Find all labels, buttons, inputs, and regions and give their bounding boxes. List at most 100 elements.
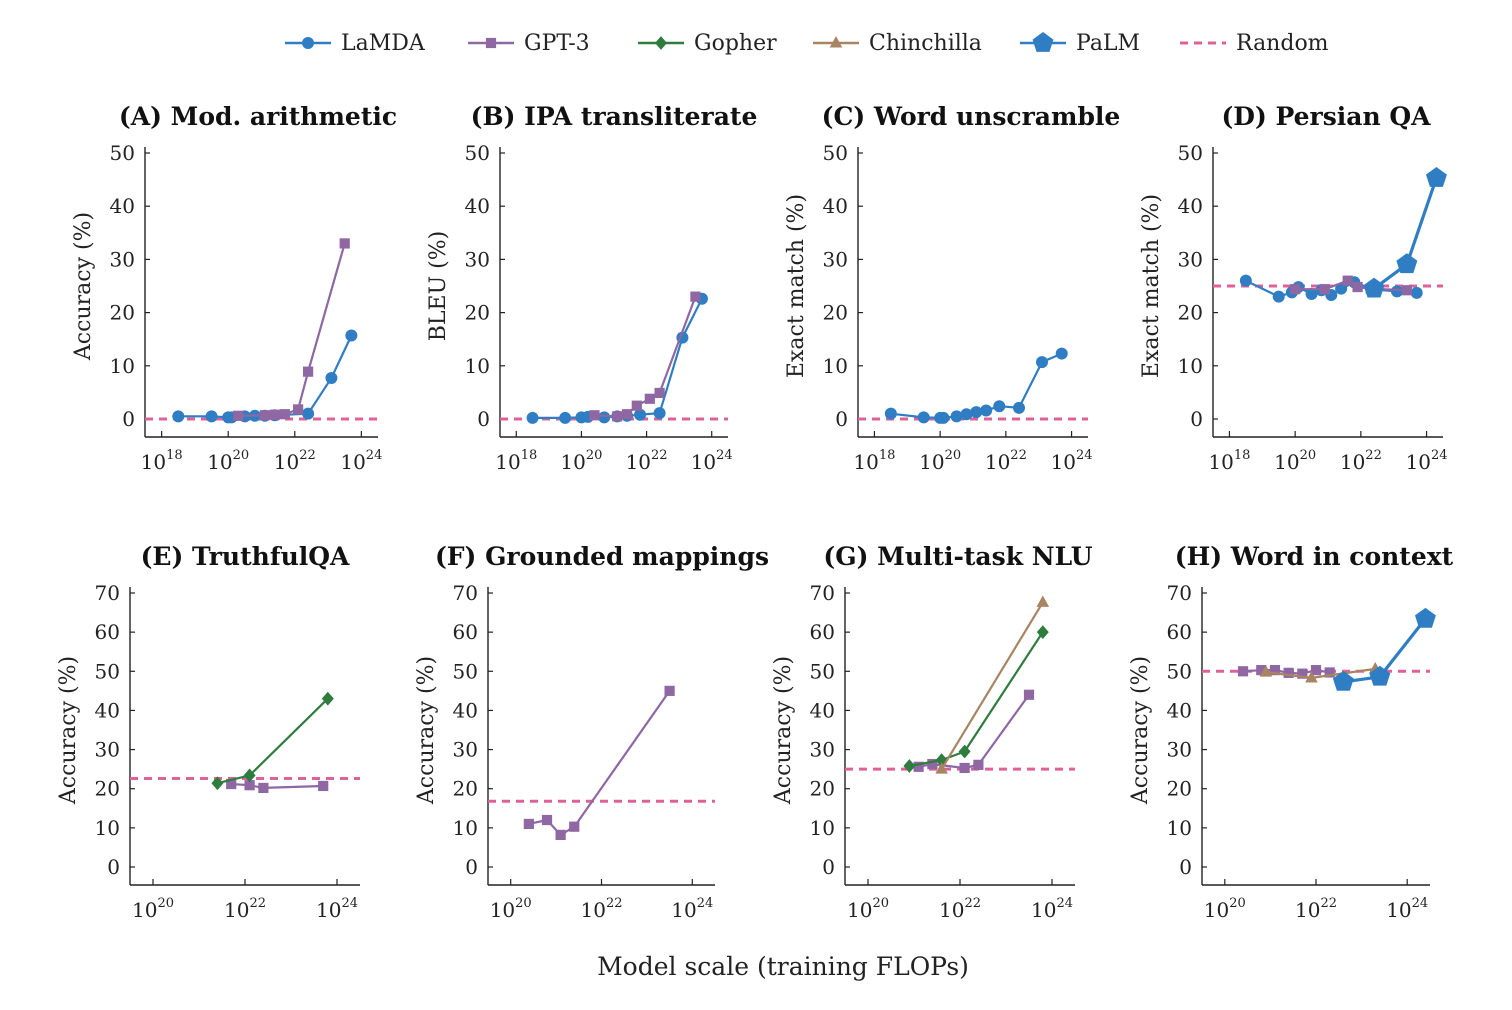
y-tick-label: 20 [453,777,478,801]
data-point [345,329,358,342]
y-tick-label: 30 [823,247,848,271]
data-point [927,758,938,770]
series-gpt-3 [589,291,701,422]
y-tick-label: 30 [810,738,835,762]
legend-label: Chinchilla [869,31,982,56]
data-point [884,407,897,420]
data-point [302,407,315,420]
y-tick-label: 20 [810,777,835,801]
x-tick-label: 1022 [224,896,266,922]
data-point [589,410,600,421]
y-tick-label: 40 [810,698,835,722]
x-tick-label: 1020 [1274,448,1316,474]
data-point [1283,667,1294,678]
y-tick-label: 20 [823,301,848,325]
y-axis-label: Exact match (%) [1139,194,1164,378]
data-point [303,366,314,377]
y-tick-label: 50 [465,141,490,165]
data-point [950,410,963,423]
data-point [259,410,270,421]
data-point [269,409,280,420]
data-point [243,768,256,783]
series-line [217,697,329,785]
data-point [1239,274,1252,287]
data-point [654,387,665,399]
y-tick-label: 30 [1167,738,1192,762]
data-point [1290,284,1301,295]
data-point [621,409,633,420]
x-tick-label: 1022 [939,896,981,922]
x-tick-label: 1024 [1031,896,1073,922]
y-tick-label: 10 [823,354,848,378]
data-point [1036,356,1048,369]
y-tick-label: 70 [1167,581,1192,605]
x-tick-label: 1022 [626,448,668,474]
x-tick-label: 1018 [141,448,183,474]
legend-label: Random [1236,31,1329,56]
data-point [523,818,534,830]
data-point [1310,665,1322,676]
series-gpt-3 [226,778,329,794]
y-tick-label: 20 [95,777,120,801]
x-tick-label: 1024 [1386,896,1428,922]
data-point [1055,347,1068,360]
data-point [1363,277,1385,298]
x-tick-label: 1022 [274,448,316,474]
y-axis-label: Accuracy (%) [1128,656,1153,805]
y-tick-label: 40 [95,698,120,722]
data-point [1396,253,1418,274]
y-tick-label: 20 [1167,777,1192,801]
y-tick-label: 50 [1178,141,1203,165]
data-point [555,829,566,841]
x-tick-label: 1020 [207,448,249,474]
x-tick-label: 1018 [853,448,895,474]
data-point [1332,670,1354,691]
y-tick-label: 0 [822,855,835,879]
y-tick-label: 40 [823,194,848,218]
x-tick-label: 1020 [560,448,602,474]
x-tick-label: 1024 [316,896,358,922]
legend-label: PaLM [1076,31,1140,56]
data-point [293,404,304,415]
data-point [612,411,623,422]
series-line [918,694,1030,770]
data-point [258,782,269,794]
y-tick-label: 10 [810,816,835,840]
y-tick-label: 30 [465,247,490,271]
data-point [1410,286,1423,299]
series-gpt-3 [913,689,1035,774]
data-point [569,821,580,832]
legend: LaMDA GPT-3 Gopher Chinchilla PaLM Random [285,31,1329,56]
y-axis-label: Accuracy (%) [71,212,96,361]
y-tick-label: 0 [1190,407,1203,431]
y-tick-label: 50 [95,659,120,683]
y-tick-label: 60 [1167,620,1192,644]
y-tick-label: 60 [453,620,478,644]
legend-marker [829,36,843,48]
data-point [631,400,642,411]
data-point [325,372,338,385]
legend-marker [1032,32,1054,52]
series-lamda [526,292,708,424]
data-point [1425,167,1447,187]
y-axis-label: Accuracy (%) [414,656,439,805]
data-point [973,759,984,770]
series-line [528,690,671,837]
data-point [321,691,334,706]
y-tick-label: 0 [465,855,478,879]
data-point [664,685,675,696]
data-point [993,400,1006,413]
legend-marker [655,36,667,50]
panel-title: (G) Multi-task NLU [823,542,1092,571]
data-point [339,238,350,249]
x-tick-label: 1020 [919,448,961,474]
data-point [1414,607,1436,628]
legend-label: GPT-3 [524,31,590,56]
series-lamda [884,347,1068,424]
series-line [231,782,324,790]
legend-item-chinchilla: Chinchilla [813,31,982,56]
y-tick-label: 10 [465,354,490,378]
